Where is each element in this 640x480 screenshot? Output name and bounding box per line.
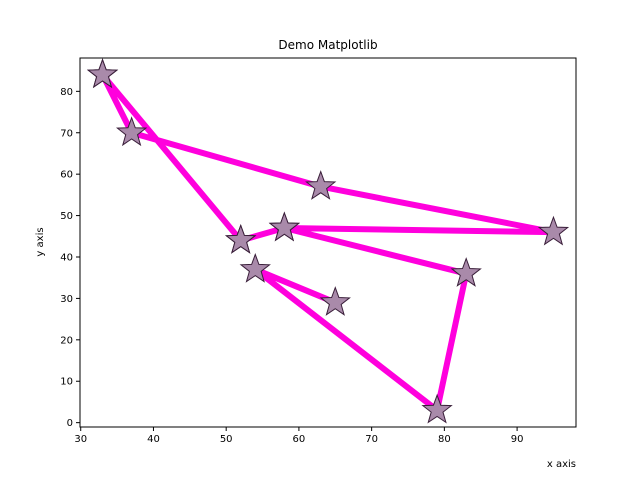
- chart-title: Demo Matplotlib: [278, 38, 377, 52]
- star-marker: [268, 211, 301, 242]
- star-marker: [239, 252, 271, 283]
- star-marker: [537, 215, 570, 246]
- y-axis: 0 10 20 30 40 50 60 70 80: [60, 87, 80, 429]
- x-tick-label: 30: [74, 434, 87, 445]
- x-tick-label: 90: [511, 434, 524, 445]
- star-marker: [86, 58, 119, 89]
- y-tick-label: 40: [60, 252, 73, 263]
- star-marker: [319, 286, 351, 316]
- x-axis: 30 40 50 60 70 80 90: [74, 427, 523, 445]
- x-tick-label: 60: [293, 434, 306, 445]
- axes-frame: [79, 57, 577, 428]
- star-marker: [450, 257, 482, 287]
- y-tick-label: 20: [60, 335, 73, 346]
- plot-area: [79, 57, 577, 428]
- star-marker: [421, 393, 453, 424]
- x-axis-label: x axis: [547, 459, 576, 470]
- star-marker: [115, 116, 148, 147]
- x-tick-label: 70: [365, 434, 378, 445]
- y-tick-label: 80: [60, 87, 73, 98]
- y-tick-label: 70: [60, 128, 73, 139]
- y-tick-label: 10: [60, 377, 73, 388]
- y-axis-label: y axis: [35, 227, 46, 256]
- y-tick-label: 50: [60, 211, 73, 222]
- x-tick-label: 40: [147, 434, 160, 445]
- y-tick-label: 60: [60, 170, 73, 181]
- star-marker: [225, 223, 257, 254]
- x-tick-label: 80: [438, 434, 451, 445]
- y-tick-label: 30: [60, 294, 73, 305]
- x-tick-label: 50: [220, 434, 233, 445]
- star-marker: [305, 170, 337, 200]
- y-tick-label: 0: [67, 418, 73, 429]
- series-layer: [86, 58, 570, 424]
